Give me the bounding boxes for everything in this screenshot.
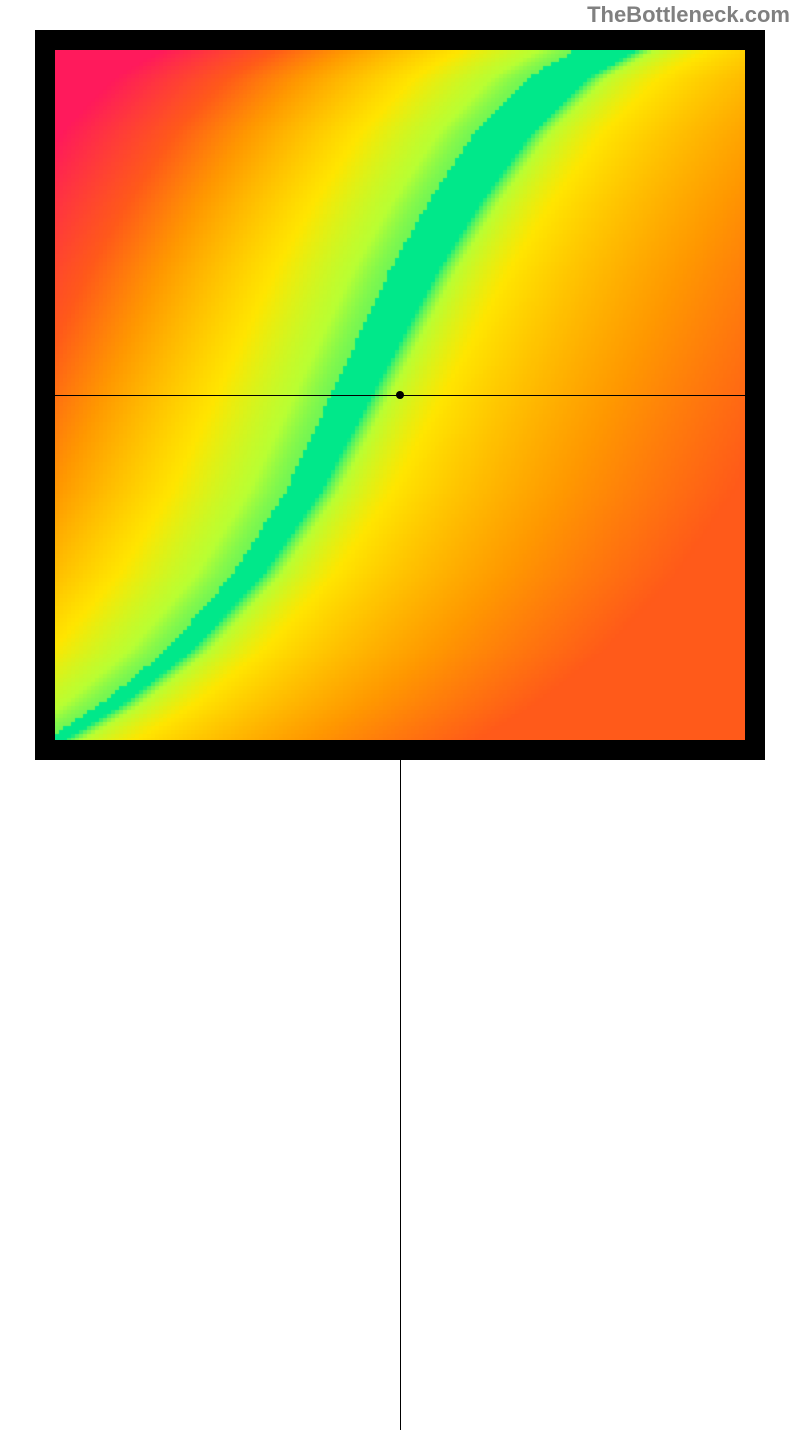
watermark-text: TheBottleneck.com (587, 2, 790, 28)
plot-inner (55, 50, 745, 740)
chart-container: TheBottleneck.com (0, 0, 800, 800)
crosshair-vertical (400, 740, 401, 1430)
plot-frame (35, 30, 765, 760)
data-point-marker (396, 391, 404, 399)
